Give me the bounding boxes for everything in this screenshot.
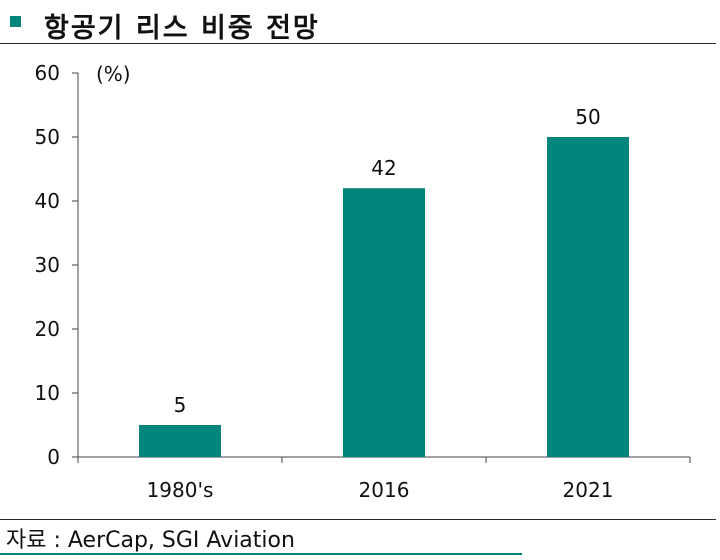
title-marker-icon <box>10 16 21 27</box>
y-tick-label: 30 <box>35 253 60 277</box>
bar-1980's <box>139 425 221 457</box>
footer-divider <box>0 519 716 520</box>
bar-2016 <box>343 188 425 457</box>
y-tick-label: 20 <box>35 317 60 341</box>
source-note: 자료 : AerCap, SGI Aviation <box>6 528 295 553</box>
bar-2021 <box>547 137 629 457</box>
footer-accent-rule <box>0 553 522 555</box>
page-title: 항공기 리스 비중 전망 <box>44 13 320 44</box>
y-tick-label: 0 <box>47 445 60 469</box>
bar-chart: 0 10 20 30 40 50 60 (%) 5 1980's 42 2016 50 2021 <box>35 61 691 502</box>
x-tick-label: 1980's <box>147 478 214 502</box>
y-tick-label: 10 <box>35 381 60 405</box>
y-tick-label: 50 <box>35 125 60 149</box>
data-label: 5 <box>174 393 187 417</box>
title-bar: 항공기 리스 비중 전망 <box>0 0 720 44</box>
title-divider <box>0 43 716 44</box>
y-unit-label: (%) <box>96 62 131 86</box>
y-tick-label: 40 <box>35 189 60 213</box>
data-label: 42 <box>371 156 396 180</box>
y-tick-label: 60 <box>35 61 60 85</box>
x-tick-label: 2016 <box>359 478 410 502</box>
data-label: 50 <box>575 105 600 129</box>
x-tick-label: 2021 <box>563 478 614 502</box>
